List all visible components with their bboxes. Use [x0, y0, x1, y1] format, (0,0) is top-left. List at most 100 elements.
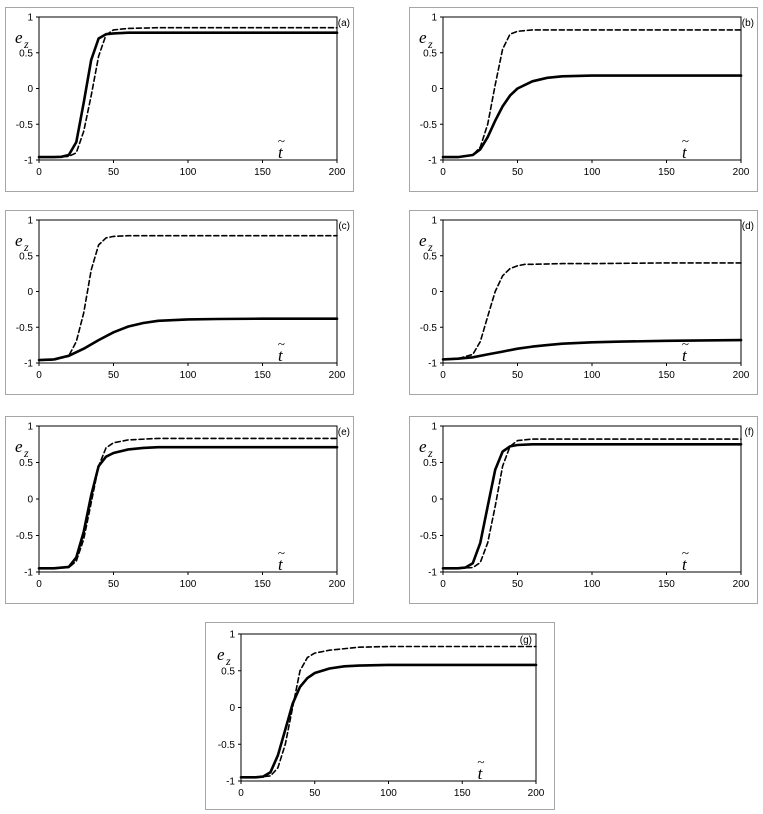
chart-svg-d: -1 -0.5 0 0.5 1 0 50 100 150 200 e z ~t (d) — [419, 216, 754, 382]
x-tick-label: 200 — [329, 579, 346, 590]
x-tick-label: 0 — [440, 370, 446, 381]
x-tick-label: 100 — [584, 167, 601, 178]
chart-svg-e: -1 -0.5 0 0.5 1 0 50 100 150 200 e z ~t (e) — [15, 422, 350, 591]
x-tick-label: 0 — [36, 370, 42, 381]
x-axis-label: t — [682, 346, 688, 365]
x-tick-label: 0 — [36, 167, 42, 178]
series-solid-line — [441, 74, 743, 159]
chart-panel-a: -1 -0.5 0 0.5 1 0 50 100 150 200 e z ~ t (a) — [5, 7, 354, 192]
y-tick-label: -0.5 — [420, 531, 438, 542]
x-tick-label: 100 — [584, 579, 601, 590]
x-axis-label-accent: ~ — [477, 754, 484, 769]
series-solid-line — [239, 663, 538, 779]
series-solid-line — [441, 442, 743, 570]
x-tick-label: 50 — [108, 370, 120, 381]
y-tick-label: 0.5 — [19, 251, 33, 262]
y-tick-label: -0.5 — [218, 740, 236, 751]
x-axis-label: t — [682, 555, 688, 574]
y-axis-label: e — [15, 28, 23, 47]
x-tick-label: 150 — [658, 370, 675, 381]
y-tick-label: -0.5 — [16, 120, 34, 131]
chart-panel-c: -1 -0.5 0 0.5 1 0 50 100 150 200 e z ~ t (c) — [5, 210, 354, 395]
plot-frame — [38, 16, 338, 161]
x-axis-label-accent: ~ — [278, 133, 285, 148]
y-tick-label: 0 — [229, 703, 235, 714]
chart-svg-a: -1 -0.5 0 0.5 1 0 50 100 150 200 e z ~t (a) — [15, 13, 350, 179]
x-tick-label: 0 — [238, 788, 244, 799]
y-axis-label-subscript: z — [23, 446, 29, 460]
y-tick-label: -1 — [24, 156, 33, 167]
y-tick-label: 0.5 — [423, 48, 437, 59]
series-dashed-line — [38, 437, 338, 570]
y-axis-label-subscript: z — [427, 37, 433, 51]
x-axis-label-accent: ~ — [682, 545, 689, 560]
x-axis-label: t — [682, 143, 688, 162]
x-tick-label: 200 — [733, 579, 750, 590]
x-axis-label: t — [278, 143, 284, 162]
y-tick-label: 0.5 — [19, 48, 33, 59]
x-tick-label: 200 — [528, 788, 545, 799]
chart-panel-e: -1 -0.5 0 0.5 1 0 50 100 150 200 e z ~ t (e) — [5, 416, 354, 604]
x-tick-label: 150 — [658, 167, 675, 178]
series-dashed-line — [38, 26, 338, 158]
chart-panel-g: -1 -0.5 0 0.5 1 0 50 100 150 200 e z ~ t (g) — [205, 622, 555, 810]
x-axis-label: t — [478, 764, 484, 783]
x-tick-label: 150 — [254, 370, 271, 381]
series-dashed-line — [442, 29, 742, 158]
x-tick-label: 150 — [658, 579, 675, 590]
y-tick-label: 1 — [27, 13, 33, 24]
chart-svg-g: -1 -0.5 0 0.5 1 0 50 100 150 200 e z ~t (g) — [217, 630, 545, 800]
plot-frame — [38, 219, 338, 364]
panel-label: (c) — [338, 221, 350, 232]
y-tick-label: -0.5 — [420, 323, 438, 334]
x-axis-label-accent: ~ — [682, 133, 689, 148]
chart-svg-b: -1 -0.5 0 0.5 1 0 50 100 150 200 e z ~t (b) — [419, 13, 754, 179]
panel-label: (f) — [745, 427, 754, 438]
y-tick-label: -1 — [226, 777, 235, 788]
y-tick-label: 0.5 — [423, 251, 437, 262]
y-axis-label: e — [217, 645, 225, 664]
x-tick-label: 50 — [512, 579, 524, 590]
x-tick-label: 200 — [733, 370, 750, 381]
series-dashed-line — [240, 645, 537, 779]
x-tick-label: 50 — [512, 167, 524, 178]
y-tick-label: -1 — [428, 359, 437, 370]
series-solid-line — [37, 31, 339, 159]
y-axis-label-subscript: z — [427, 240, 433, 254]
panel-label: (d) — [742, 221, 754, 232]
series-dashed-line — [442, 262, 742, 361]
y-axis-label: e — [419, 28, 427, 47]
y-axis-label-subscript: z — [23, 240, 29, 254]
y-axis-label: e — [15, 437, 23, 456]
x-tick-label: 0 — [440, 167, 446, 178]
plot-frame — [442, 425, 742, 573]
x-axis-label-accent: ~ — [278, 545, 285, 560]
y-tick-label: 0.5 — [19, 458, 33, 469]
y-tick-label: -1 — [428, 568, 437, 579]
y-axis-label-subscript: z — [23, 37, 29, 51]
series-solid-line — [37, 445, 339, 570]
y-tick-label: 0 — [27, 495, 33, 506]
x-tick-label: 0 — [36, 579, 42, 590]
y-tick-label: -1 — [428, 156, 437, 167]
y-tick-label: 0 — [431, 287, 437, 298]
y-tick-label: 0 — [431, 495, 437, 506]
y-tick-label: 1 — [431, 422, 437, 433]
panel-label: (g) — [520, 635, 532, 646]
x-tick-label: 100 — [180, 579, 197, 590]
y-tick-label: 0.5 — [423, 458, 437, 469]
panel-label: (b) — [742, 18, 754, 29]
y-tick-label: -0.5 — [420, 120, 438, 131]
plot-frame — [240, 633, 537, 782]
series-dashed-line — [38, 234, 338, 361]
x-tick-label: 150 — [254, 579, 271, 590]
x-tick-label: 50 — [108, 579, 120, 590]
chart-panel-d: -1 -0.5 0 0.5 1 0 50 100 150 200 e z ~ t (d) — [409, 210, 758, 395]
x-tick-label: 100 — [380, 788, 397, 799]
y-axis-label-subscript: z — [427, 446, 433, 460]
chart-svg-c: -1 -0.5 0 0.5 1 0 50 100 150 200 e z ~t (c) — [15, 216, 350, 382]
series-solid-line — [37, 317, 339, 362]
y-tick-label: 0 — [27, 84, 33, 95]
x-tick-label: 50 — [512, 370, 524, 381]
y-tick-label: 1 — [229, 630, 235, 641]
